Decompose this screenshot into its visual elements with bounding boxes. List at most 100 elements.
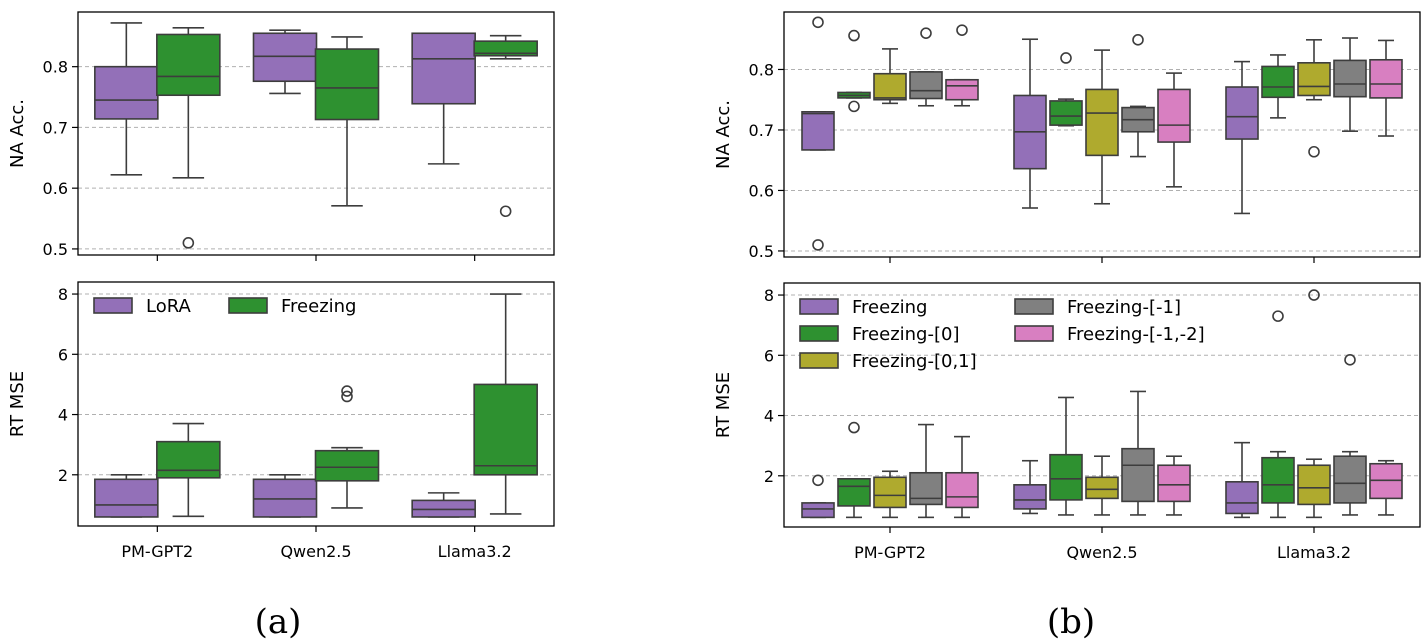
x-tick-label: PM-GPT2 [121,542,193,561]
x-tick-label: PM-GPT2 [854,543,926,562]
box-Freezing-[0,1] [1297,464,1331,506]
legend-label: Freezing [852,297,927,318]
x-tick-label: Llama3.2 [1277,543,1351,562]
x-tick-label: Qwen2.5 [280,542,351,561]
outlier-point [1344,354,1356,366]
caption-b: (b) [1047,602,1095,642]
box-Freezing-[-1,-2] [1369,58,1403,99]
outlier-point [1132,34,1144,46]
box-Freezing [314,449,380,482]
box-LoRA [94,65,159,120]
y-tick-label: 0.5 [749,242,774,261]
y-tick-label: 0.5 [43,240,68,259]
y-tick-label: 6 [58,345,68,364]
box-Freezing-[-1] [909,471,943,506]
axes-frame [77,11,555,256]
y-axis-label: RT MSE [713,372,734,438]
box-LoRA [252,32,318,83]
box-Freezing [473,40,538,57]
axes-frame [783,282,1421,528]
box-Freezing-[-1] [1121,447,1155,503]
y-tick-label: 8 [764,286,774,305]
outlier-point [182,237,195,249]
y-tick-label: 0.6 [749,181,774,200]
box-Freezing-[-1,-2] [945,471,979,509]
outlier-point [848,421,860,434]
outlier-point [848,29,860,42]
box-Freezing-[0,1] [1297,62,1331,97]
legend-swatch [799,352,839,369]
legend-label: Freezing [281,296,356,317]
outlier-point [1272,310,1284,322]
y-axis-label: NA Acc. [7,99,28,168]
box-Freezing-[-1,-2] [945,78,979,101]
box-Freezing-[0] [1049,453,1083,501]
legend-swatch [93,297,133,314]
y-tick-label: 0.8 [749,60,774,79]
box-Freezing-b [1225,481,1259,515]
y-tick-label: 8 [58,285,68,304]
legend-label: LoRA [146,296,192,317]
box-Freezing-[-1,-2] [1157,88,1191,143]
box-Freezing [314,48,380,121]
y-tick-label: 4 [58,406,68,425]
box-Freezing-[0] [1261,456,1295,504]
y-tick-label: 0.6 [43,179,68,198]
y-tick-label: 0.7 [43,118,68,137]
outlier-point [812,474,824,487]
box-LoRA [411,32,476,105]
box-Freezing-b [1225,86,1259,140]
legend-swatch [799,298,839,315]
y-tick-label: 6 [764,346,774,365]
outlier-point [1308,145,1320,158]
outlier-point [341,390,353,403]
legend-label: Freezing-[0,1] [852,351,977,372]
outlier-point [341,385,353,397]
y-tick-label: 0.8 [43,58,68,77]
x-tick-label: Qwen2.5 [1066,543,1137,562]
axes-frame [783,11,1421,258]
box-Freezing-[0,1] [1085,88,1119,157]
box-Freezing-[0,1] [873,72,907,101]
box-Freezing-[0,1] [1085,476,1119,500]
x-tick-label: Llama3.2 [438,542,512,561]
box-Freezing-b [801,111,835,151]
box-Freezing-[0] [1049,100,1083,126]
legend-swatch [1014,298,1054,315]
outlier-point [812,16,824,29]
legend-swatch [799,325,839,342]
y-tick-label: 2 [58,466,68,485]
outlier-point [1060,52,1072,64]
y-tick-label: 2 [764,467,774,486]
legend-label: Freezing-[0] [852,324,959,345]
box-LoRA [94,478,159,518]
y-tick-label: 0.7 [749,121,774,140]
legend-label: Freezing-[-1] [1067,297,1181,318]
outlier-point [848,100,860,113]
box-Freezing-[-1] [909,71,943,100]
box-Freezing [156,440,221,479]
legend-label: Freezing-[-1,-2] [1067,324,1205,345]
box-Freezing-[0,1] [873,476,907,509]
box-Freezing-b [801,502,835,519]
outlier-point [956,24,968,36]
box-Freezing-[0] [837,478,871,507]
y-axis-label: RT MSE [7,371,28,437]
legend-swatch [228,297,268,314]
axes-frame [77,281,555,527]
y-axis-label: NA Acc. [713,100,734,169]
caption-a: (a) [255,602,302,642]
outlier-point [812,239,824,251]
outlier-point [499,205,512,218]
legend-swatch [1014,325,1054,342]
outlier-point [920,27,932,39]
box-Freezing [473,383,538,476]
box-Freezing-[-1] [1333,59,1367,98]
box-Freezing [156,33,221,97]
box-Freezing-[-1] [1333,455,1367,504]
outlier-point [1308,289,1320,301]
box-Freezing-b [1013,484,1047,510]
box-Freezing-[0] [1261,65,1295,99]
box-Freezing-[-1,-2] [1157,464,1191,503]
